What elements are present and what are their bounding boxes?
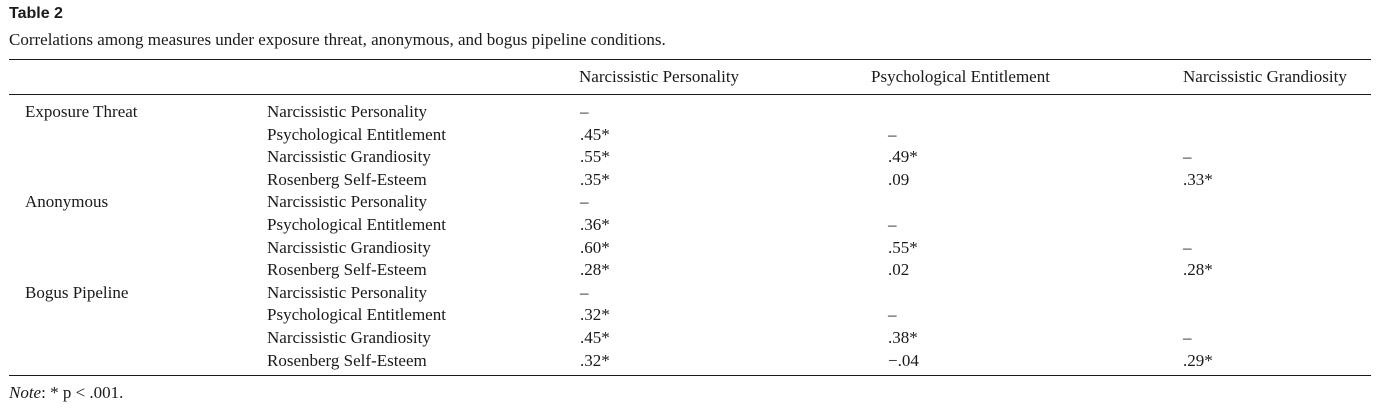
bottom-rule bbox=[9, 375, 1371, 376]
correlation-cell: .36* bbox=[580, 215, 610, 234]
row-measure-label: Narcissistic Grandiosity bbox=[267, 328, 431, 347]
correlation-cell: – bbox=[580, 282, 589, 302]
table-note: Note: * p < .001. bbox=[9, 383, 123, 403]
column-header-narcissistic-personality: Narcissistic Personality bbox=[579, 67, 740, 86]
row-measure-label: Psychological Entitlement bbox=[267, 124, 446, 144]
correlation-cell: – bbox=[580, 102, 589, 121]
correlation-cell: – bbox=[1183, 328, 1192, 347]
correlation-cell: .28* bbox=[580, 260, 610, 280]
row-measure-label: Rosenberg Self-Esteem bbox=[267, 260, 427, 280]
row-measure-label: Rosenberg Self-Esteem bbox=[267, 169, 427, 189]
correlation-cell: – bbox=[580, 192, 589, 212]
correlation-cell: .45* bbox=[580, 328, 610, 347]
table-caption: Correlations among measures under exposu… bbox=[9, 30, 666, 49]
row-measure-label: Narcissistic Personality bbox=[267, 102, 428, 121]
row-measure-label: Narcissistic Personality bbox=[267, 282, 428, 302]
correlation-cell: .28* bbox=[1183, 260, 1213, 280]
correlation-cell: .09 bbox=[888, 169, 910, 189]
row-group-label: Anonymous bbox=[25, 192, 109, 212]
row-measure-label: Psychological Entitlement bbox=[267, 215, 446, 234]
correlation-cell: – bbox=[888, 215, 897, 234]
correlation-cell: .29* bbox=[1183, 350, 1213, 370]
correlation-cell: .55* bbox=[888, 237, 918, 257]
correlation-cell: .32* bbox=[580, 350, 610, 370]
correlation-cell: .49* bbox=[888, 147, 918, 167]
header-rule bbox=[9, 94, 1371, 95]
note-text: : * p < .001. bbox=[41, 383, 124, 402]
column-header-psychological-entitlement: Psychological Entitlement bbox=[871, 67, 1050, 86]
correlation-cell: – bbox=[888, 124, 897, 144]
row-measure-label: Psychological Entitlement bbox=[267, 305, 446, 325]
correlation-cell: .33* bbox=[1183, 169, 1213, 189]
correlation-cell: .35* bbox=[580, 169, 610, 189]
correlation-cell: .55* bbox=[580, 147, 610, 167]
correlation-cell: – bbox=[1183, 237, 1192, 257]
table-title: Table 2 bbox=[9, 5, 63, 22]
row-measure-label: Narcissistic Personality bbox=[267, 192, 428, 212]
row-measure-label: Rosenberg Self-Esteem bbox=[267, 350, 427, 370]
correlation-cell: .45* bbox=[580, 124, 610, 144]
row-measure-label: Narcissistic Grandiosity bbox=[267, 237, 431, 257]
note-label: Note bbox=[9, 383, 42, 402]
top-rule bbox=[9, 59, 1371, 60]
correlation-cell: .32* bbox=[580, 305, 610, 325]
column-header-narcissistic-grandiosity: Narcissistic Grandiosity bbox=[1183, 67, 1347, 86]
row-measure-label: Narcissistic Grandiosity bbox=[267, 147, 431, 167]
correlation-cell: −.04 bbox=[888, 350, 919, 370]
correlation-cell: .60* bbox=[580, 237, 610, 257]
correlation-cell: .38* bbox=[888, 328, 918, 347]
row-group-label: Bogus Pipeline bbox=[25, 282, 129, 302]
correlation-cell: – bbox=[888, 305, 897, 325]
row-group-label: Exposure Threat bbox=[25, 102, 138, 121]
correlation-cell: .02 bbox=[888, 260, 910, 280]
correlation-cell: – bbox=[1183, 147, 1192, 167]
